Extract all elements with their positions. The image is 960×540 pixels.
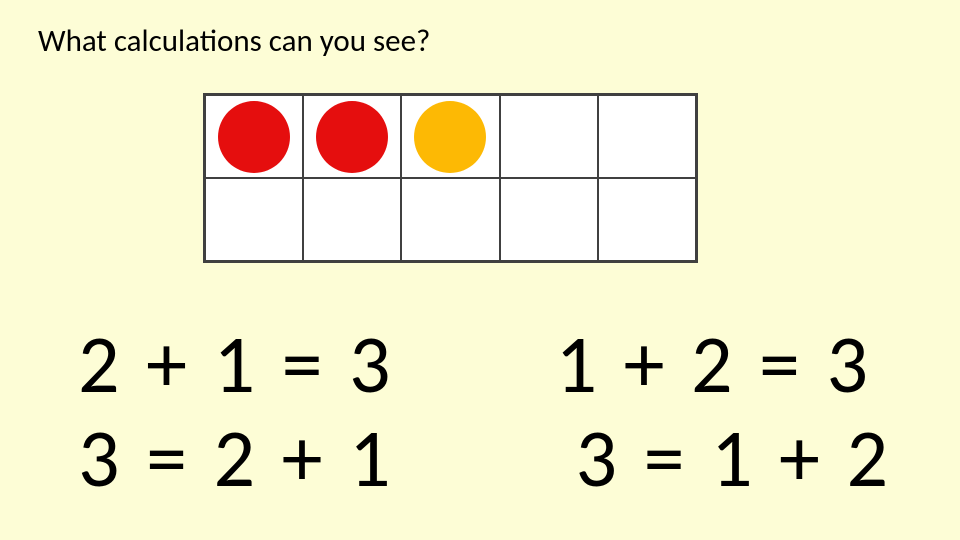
frame-cell bbox=[500, 95, 598, 178]
counter-red bbox=[218, 101, 290, 173]
frame-cell bbox=[205, 178, 303, 261]
equation-text: 2 + 1 = 3 bbox=[78, 318, 395, 412]
equations-area: 2 + 1 = 3 3 = 2 + 1 1 + 2 = 3 3 = 1 + 2 bbox=[0, 318, 960, 507]
counter-red bbox=[316, 101, 388, 173]
frame-cell bbox=[401, 95, 499, 178]
frame-cell bbox=[205, 95, 303, 178]
equation-text: 1 + 2 = 3 bbox=[555, 318, 892, 412]
frame-cell bbox=[303, 95, 401, 178]
counter-orange bbox=[414, 101, 486, 173]
question-text: What calculations can you see? bbox=[38, 22, 430, 60]
frame-cell bbox=[598, 95, 696, 178]
frame-cell bbox=[303, 178, 401, 261]
frame-cell bbox=[500, 178, 598, 261]
frame-cell bbox=[401, 178, 499, 261]
ten-frame bbox=[203, 93, 698, 263]
equations-left-column: 2 + 1 = 3 3 = 2 + 1 bbox=[78, 318, 395, 507]
frame-cell bbox=[598, 178, 696, 261]
equation-text: 3 = 1 + 2 bbox=[555, 412, 892, 506]
equations-right-column: 1 + 2 = 3 3 = 1 + 2 bbox=[555, 318, 892, 507]
equation-text: 3 = 2 + 1 bbox=[78, 412, 395, 506]
